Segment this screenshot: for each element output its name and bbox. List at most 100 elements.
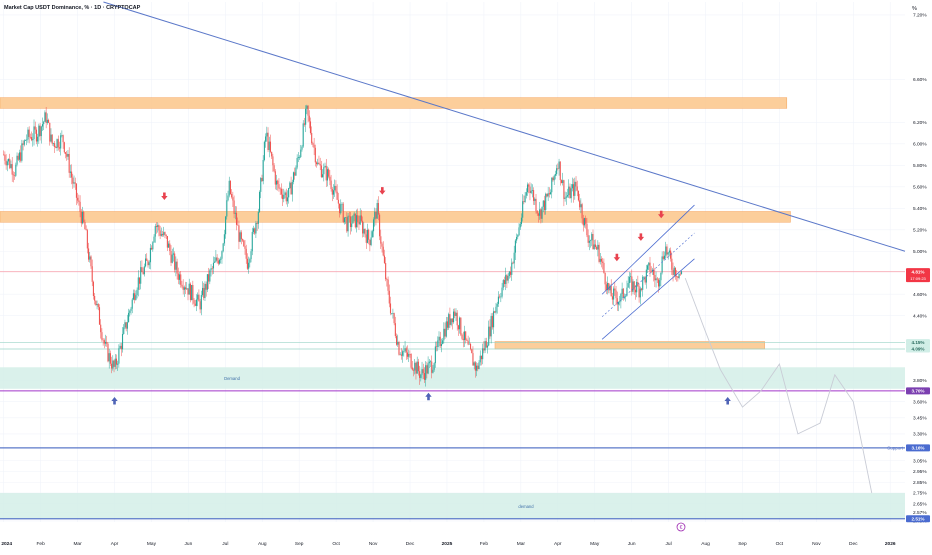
candle-408[interactable] (497, 291, 499, 307)
candle-349[interactable] (426, 361, 428, 379)
candle-179[interactable] (220, 256, 222, 264)
candle-101[interactable] (125, 321, 127, 332)
candle-462[interactable] (563, 179, 565, 207)
candle-460[interactable] (560, 179, 563, 184)
candle-361[interactable] (440, 338, 442, 353)
candle-204[interactable] (250, 248, 252, 263)
candle-526[interactable] (640, 287, 643, 292)
candle-157[interactable] (193, 298, 195, 308)
candle-143[interactable] (176, 258, 178, 280)
candle-32[interactable] (41, 117, 44, 131)
candle-162[interactable] (199, 298, 201, 314)
candle-344[interactable] (420, 373, 422, 382)
candle-165[interactable] (203, 282, 205, 301)
candle-145[interactable] (178, 271, 181, 285)
candle-453[interactable] (552, 176, 554, 182)
candle-222[interactable] (272, 153, 274, 172)
candle-131[interactable] (161, 230, 164, 237)
candle-468[interactable] (570, 183, 572, 203)
candle-91[interactable] (113, 359, 115, 373)
candle-53[interactable] (67, 150, 69, 160)
candle-433[interactable] (528, 183, 530, 194)
candle-120[interactable] (148, 260, 150, 269)
candle-107[interactable] (132, 289, 134, 301)
candle-522[interactable] (636, 278, 638, 298)
candle-332[interactable] (405, 346, 407, 360)
candle-278[interactable] (340, 199, 342, 215)
candle-160[interactable] (197, 292, 199, 307)
candle-42[interactable] (54, 140, 56, 153)
candle-84[interactable] (104, 334, 107, 347)
candle-389[interactable] (474, 360, 476, 378)
candle-254[interactable] (311, 126, 313, 145)
candle-21[interactable] (28, 126, 30, 144)
candle-350[interactable] (427, 356, 429, 375)
candle-104[interactable] (129, 309, 131, 317)
candle-191[interactable] (234, 206, 236, 220)
candle-39[interactable] (50, 128, 52, 143)
candle-322[interactable] (393, 312, 395, 326)
candle-159[interactable] (195, 294, 198, 312)
candle-234[interactable] (286, 190, 288, 207)
candle-99[interactable] (123, 324, 125, 335)
candle-340[interactable] (415, 361, 417, 380)
candle-260[interactable] (318, 155, 320, 165)
candle-535[interactable] (651, 267, 653, 275)
candle-309[interactable] (377, 196, 379, 221)
candle-2[interactable] (5, 154, 7, 170)
candle-273[interactable] (334, 179, 336, 197)
descending-trendline[interactable] (103, 1, 906, 252)
candle-268[interactable] (328, 167, 330, 179)
candle-295[interactable] (360, 209, 362, 223)
candle-97[interactable] (120, 343, 122, 357)
candle-293[interactable] (358, 215, 360, 230)
candle-422[interactable] (514, 238, 516, 260)
candle-49[interactable] (62, 134, 64, 149)
candle-19[interactable] (26, 134, 28, 146)
candle-382[interactable] (466, 338, 468, 342)
candle-76[interactable] (95, 300, 97, 306)
candle-58[interactable] (73, 175, 75, 188)
candle-269[interactable] (329, 170, 331, 186)
candle-374[interactable] (456, 310, 458, 331)
candle-428[interactable] (522, 194, 524, 222)
candle-127[interactable] (157, 222, 159, 233)
candle-17[interactable] (23, 139, 25, 147)
candle-333[interactable] (406, 345, 409, 360)
candle-400[interactable] (488, 320, 490, 347)
candle-78[interactable] (97, 303, 99, 311)
candle-102[interactable] (126, 314, 128, 335)
candle-287[interactable] (351, 216, 353, 232)
candle-136[interactable] (168, 241, 170, 248)
candle-247[interactable] (302, 120, 304, 148)
candle-316[interactable] (386, 277, 388, 287)
candle-166[interactable] (204, 281, 206, 301)
candle-178[interactable] (218, 258, 221, 265)
candle-500[interactable] (609, 284, 611, 294)
candle-216[interactable] (265, 133, 267, 148)
candle-413[interactable] (503, 276, 506, 288)
candle-140[interactable] (172, 247, 175, 262)
candle-455[interactable] (554, 170, 556, 180)
candle-377[interactable] (460, 317, 462, 337)
candle-527[interactable] (642, 275, 644, 297)
candle-337[interactable] (411, 360, 413, 371)
candle-211[interactable] (258, 190, 261, 213)
candle-445[interactable] (542, 200, 544, 213)
candle-69[interactable] (86, 228, 88, 254)
candle-271[interactable] (331, 187, 333, 202)
candle-141[interactable] (174, 251, 176, 273)
candle-270[interactable] (330, 174, 332, 192)
candle-108[interactable] (134, 289, 136, 304)
candle-347[interactable] (423, 367, 426, 383)
candle-201[interactable] (246, 253, 248, 270)
candle-381[interactable] (465, 331, 467, 344)
candle-265[interactable] (324, 162, 326, 168)
candle-74[interactable] (92, 280, 94, 300)
candle-62[interactable] (78, 194, 80, 206)
candle-281[interactable] (343, 217, 345, 225)
candle-66[interactable] (83, 210, 85, 224)
candle-393[interactable] (479, 350, 481, 366)
candle-193[interactable] (237, 217, 239, 226)
candle-506[interactable] (616, 291, 618, 311)
